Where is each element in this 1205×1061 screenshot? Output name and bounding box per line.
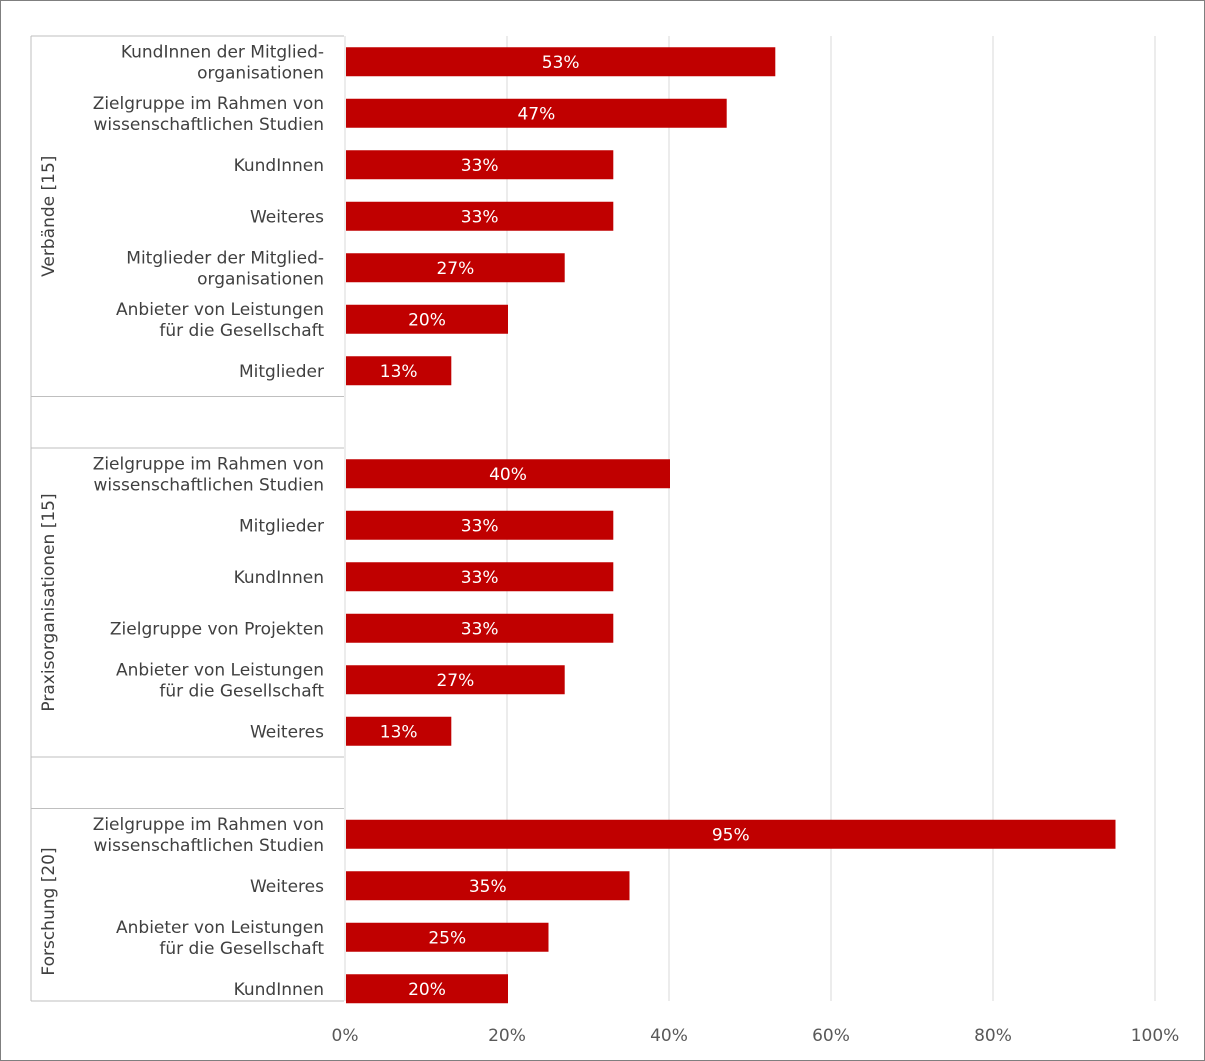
category-label: Anbieter von Leistungen — [116, 660, 324, 680]
group-label: Verbände [15] — [39, 156, 59, 277]
x-tick-label: 80% — [974, 1026, 1012, 1046]
data-label: 33% — [461, 516, 499, 536]
gridlines — [344, 36, 1156, 1001]
bar — [346, 562, 614, 592]
category-label: KundInnen der Mitglied- — [121, 42, 324, 62]
data-label: 25% — [428, 928, 466, 948]
data-label: 20% — [408, 310, 446, 330]
group-label: Forschung [20] — [39, 847, 59, 975]
data-label: 27% — [436, 671, 474, 691]
category-label: für die Gesellschaft — [159, 939, 324, 959]
bar — [346, 356, 452, 386]
category-label: Anbieter von Leistungen — [116, 918, 324, 938]
category-label: Zielgruppe im Rahmen von — [93, 815, 324, 835]
x-tick-label: 60% — [812, 1026, 850, 1046]
bar — [346, 150, 614, 180]
category-label: wissenschaftlichen Studien — [93, 115, 324, 135]
category-label: Anbieter von Leistungen — [116, 300, 324, 320]
bar — [346, 819, 1116, 849]
category-label: KundInnen — [234, 568, 324, 588]
group-1: 40% Zielgruppe im Rahmen vonwissenschaftl… — [93, 454, 670, 746]
data-label: 40% — [489, 465, 527, 485]
x-axis-ticks: 0% 20% 40% 60% 80% 100% — [332, 1026, 1180, 1046]
data-label: 27% — [436, 259, 474, 279]
category-label: Zielgruppe von Projekten — [110, 619, 324, 639]
group-separators — [30, 35, 344, 1002]
x-tick-label: 0% — [332, 1026, 359, 1046]
category-label: für die Gesellschaft — [159, 321, 324, 341]
bar — [346, 459, 670, 489]
data-label: 95% — [712, 825, 750, 845]
data-label: 33% — [461, 619, 499, 639]
category-label: wissenschaftlichen Studien — [93, 475, 324, 495]
bar — [346, 98, 727, 128]
bar — [346, 253, 565, 283]
data-label: 33% — [461, 568, 499, 588]
category-label: Mitglieder — [239, 362, 324, 382]
bar — [346, 304, 508, 334]
bar — [346, 922, 549, 952]
bar — [346, 201, 614, 231]
bar — [346, 47, 776, 77]
category-label: Zielgruppe im Rahmen von — [93, 94, 324, 114]
x-tick-label: 40% — [650, 1026, 688, 1046]
bar — [346, 716, 452, 746]
category-label: Weiteres — [250, 722, 324, 742]
category-label: KundInnen — [234, 156, 324, 176]
group-0: 53% KundInnen der Mitglied-organisationen… — [93, 42, 776, 386]
category-label: Weiteres — [250, 877, 324, 897]
category-label: organisationen — [197, 269, 324, 289]
data-label: 33% — [461, 156, 499, 176]
category-label: Weiteres — [250, 207, 324, 227]
data-label: 35% — [469, 877, 507, 897]
data-label: 13% — [380, 722, 418, 742]
category-label: wissenschaftlichen Studien — [93, 836, 324, 856]
category-label: Zielgruppe im Rahmen von — [93, 454, 324, 474]
bar — [346, 871, 630, 901]
category-label: KundInnen — [234, 980, 324, 1000]
bar — [346, 974, 508, 1004]
data-label: 20% — [408, 980, 446, 1000]
data-label: 47% — [517, 104, 555, 124]
x-tick-label: 20% — [488, 1026, 526, 1046]
data-label: 13% — [380, 362, 418, 382]
bar — [346, 613, 614, 643]
group-label: Praxisorganisationen [15] — [39, 493, 59, 711]
group-2: 95% Zielgruppe im Rahmen vonwissenschaftl… — [93, 815, 1116, 1004]
category-label: für die Gesellschaft — [159, 681, 324, 701]
bar — [346, 665, 565, 695]
category-label: Mitglieder — [239, 516, 324, 536]
data-label: 33% — [461, 207, 499, 227]
category-label: organisationen — [197, 63, 324, 83]
x-tick-label: 100% — [1131, 1026, 1180, 1046]
bar — [346, 510, 614, 540]
data-label: 53% — [542, 53, 580, 73]
category-label: Mitglieder der Mitglied- — [126, 248, 324, 268]
